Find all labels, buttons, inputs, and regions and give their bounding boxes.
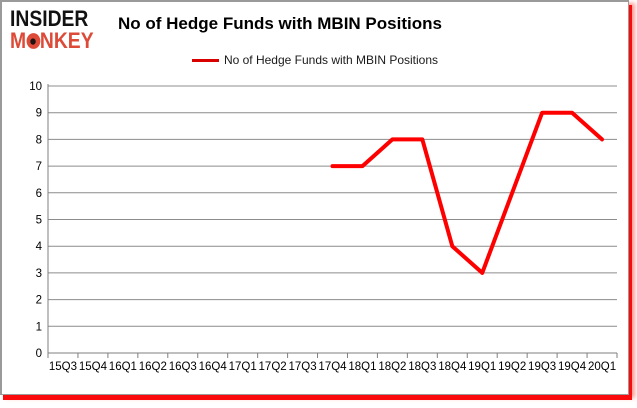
- y-tick-label: 5: [36, 215, 42, 227]
- monkey-eye-icon: [30, 37, 36, 45]
- chart-card: INSIDER M NKEY No of Hedge Funds with MBI…: [0, 0, 629, 395]
- logo-monkey-m: M: [10, 28, 27, 54]
- x-tick-label: 16Q4: [199, 361, 228, 373]
- y-tick-label: 7: [36, 161, 42, 173]
- x-tick-label: 18Q3: [408, 361, 436, 373]
- x-tick-label: 15Q3: [49, 361, 77, 373]
- x-tick-label: 18Q4: [438, 361, 467, 373]
- insider-monkey-logo: INSIDER M NKEY: [10, 6, 122, 52]
- legend-label: No of Hedge Funds with MBIN Positions: [223, 53, 439, 67]
- x-tick-label: 17Q3: [288, 361, 316, 373]
- y-tick-label: 6: [36, 188, 42, 200]
- x-tick-label: 16Q2: [139, 361, 167, 373]
- x-tick-label: 16Q1: [109, 361, 137, 373]
- y-tick-label: 3: [36, 268, 42, 280]
- legend-line-marker-icon: [191, 58, 219, 62]
- x-tick-label: 16Q3: [169, 361, 197, 373]
- monkey-face-icon: [26, 33, 40, 49]
- x-tick-label: 17Q1: [229, 361, 257, 373]
- chart-title: No of Hedge Funds with MBIN Positions: [118, 14, 442, 33]
- y-tick-label: 1: [36, 321, 42, 333]
- y-tick-label: 8: [36, 134, 42, 146]
- line-chart: 0 1 2 3 4 5 6 7 8 9 10 15Q3 15Q4 16Q1 16Q2 16Q3 16Q4 17Q1…: [29, 81, 618, 373]
- x-tick-label: 17Q2: [259, 361, 287, 373]
- x-tick-label: 19Q4: [558, 361, 587, 373]
- y-tick-label: 2: [36, 295, 42, 307]
- data-series-line: [330, 110, 605, 275]
- y-tick-label: 9: [36, 108, 42, 120]
- x-tick-label: 19Q2: [498, 361, 526, 373]
- x-tick-label: 18Q1: [348, 361, 376, 373]
- y-tick-label: 4: [36, 241, 43, 253]
- y-tick-label: 10: [29, 81, 42, 93]
- x-tick-label: 15Q4: [79, 361, 108, 373]
- legend: No of Hedge Funds with MBIN Positions: [2, 53, 628, 67]
- y-tick-label: 0: [36, 348, 42, 360]
- logo-insider-text: INSIDER: [10, 6, 89, 32]
- logo-monkey-text: M NKEY: [10, 30, 113, 52]
- x-tick-label: 20Q1: [588, 361, 616, 373]
- x-tick-label: 18Q2: [378, 361, 406, 373]
- x-tick-label: 19Q1: [468, 361, 496, 373]
- logo-monkey-nkey: NKEY: [39, 28, 94, 54]
- x-tick-label: 17Q4: [318, 361, 347, 373]
- x-tick-label: 19Q3: [528, 361, 556, 373]
